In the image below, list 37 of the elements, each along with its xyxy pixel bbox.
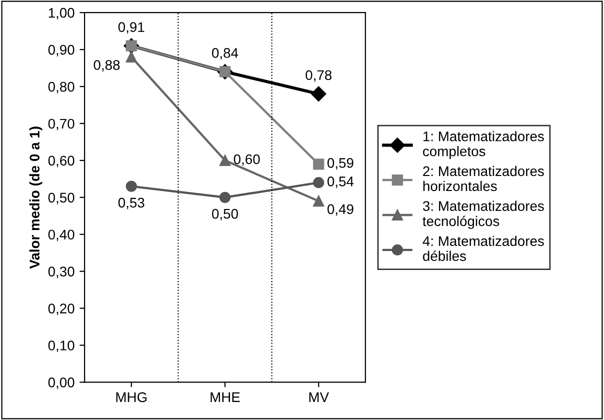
point: [219, 192, 231, 203]
data-label: 0,91: [118, 22, 144, 34]
y-tick-label: 0,50: [48, 192, 74, 204]
y-tick-label: 0,20: [48, 304, 74, 316]
data-label: 0,53: [118, 198, 144, 210]
point: [126, 51, 137, 63]
data-label: 0,50: [212, 208, 238, 220]
y-tick-label: 0,90: [48, 44, 74, 56]
data-label: 0,84: [212, 48, 238, 60]
y-tick-label: 0,70: [48, 118, 74, 130]
point: [313, 158, 324, 170]
legend-label: 4: Matematizadores débiles: [422, 236, 544, 261]
data-label: 0,54: [327, 176, 354, 188]
point: [311, 86, 326, 102]
y-axis-title: Valor medio (de 0 a 1): [29, 126, 42, 269]
y-tick-label: 0,30: [48, 266, 74, 278]
data-label: 0,88: [94, 60, 120, 72]
x-tick-label: MHG: [116, 392, 147, 402]
legend-label: 3: Matematizadores tecnológicos: [422, 200, 544, 229]
y-tick-label: 0,40: [48, 230, 74, 242]
data-label: 0,49: [327, 204, 354, 216]
y-tick-label: 0,10: [48, 340, 74, 352]
x-tick-label: MHE: [210, 392, 240, 402]
point: [219, 154, 231, 166]
data-label: 0,78: [306, 70, 332, 82]
legend-label: 2: Matematizadores horizontales: [423, 166, 544, 192]
y-tick-label: 0,80: [48, 82, 74, 94]
point: [313, 196, 324, 207]
legend-label: 1: Matematizadores completos: [423, 131, 544, 159]
data-label: 0,59: [327, 158, 354, 170]
y-tick-label: 1,00: [48, 8, 74, 20]
x-tick-label: MV: [309, 392, 329, 402]
point: [126, 180, 137, 192]
point: [313, 177, 324, 188]
data-label: 0,60: [234, 154, 260, 166]
y-tick-label: 0,60: [48, 156, 74, 168]
y-tick-label: 0,00: [48, 378, 74, 390]
